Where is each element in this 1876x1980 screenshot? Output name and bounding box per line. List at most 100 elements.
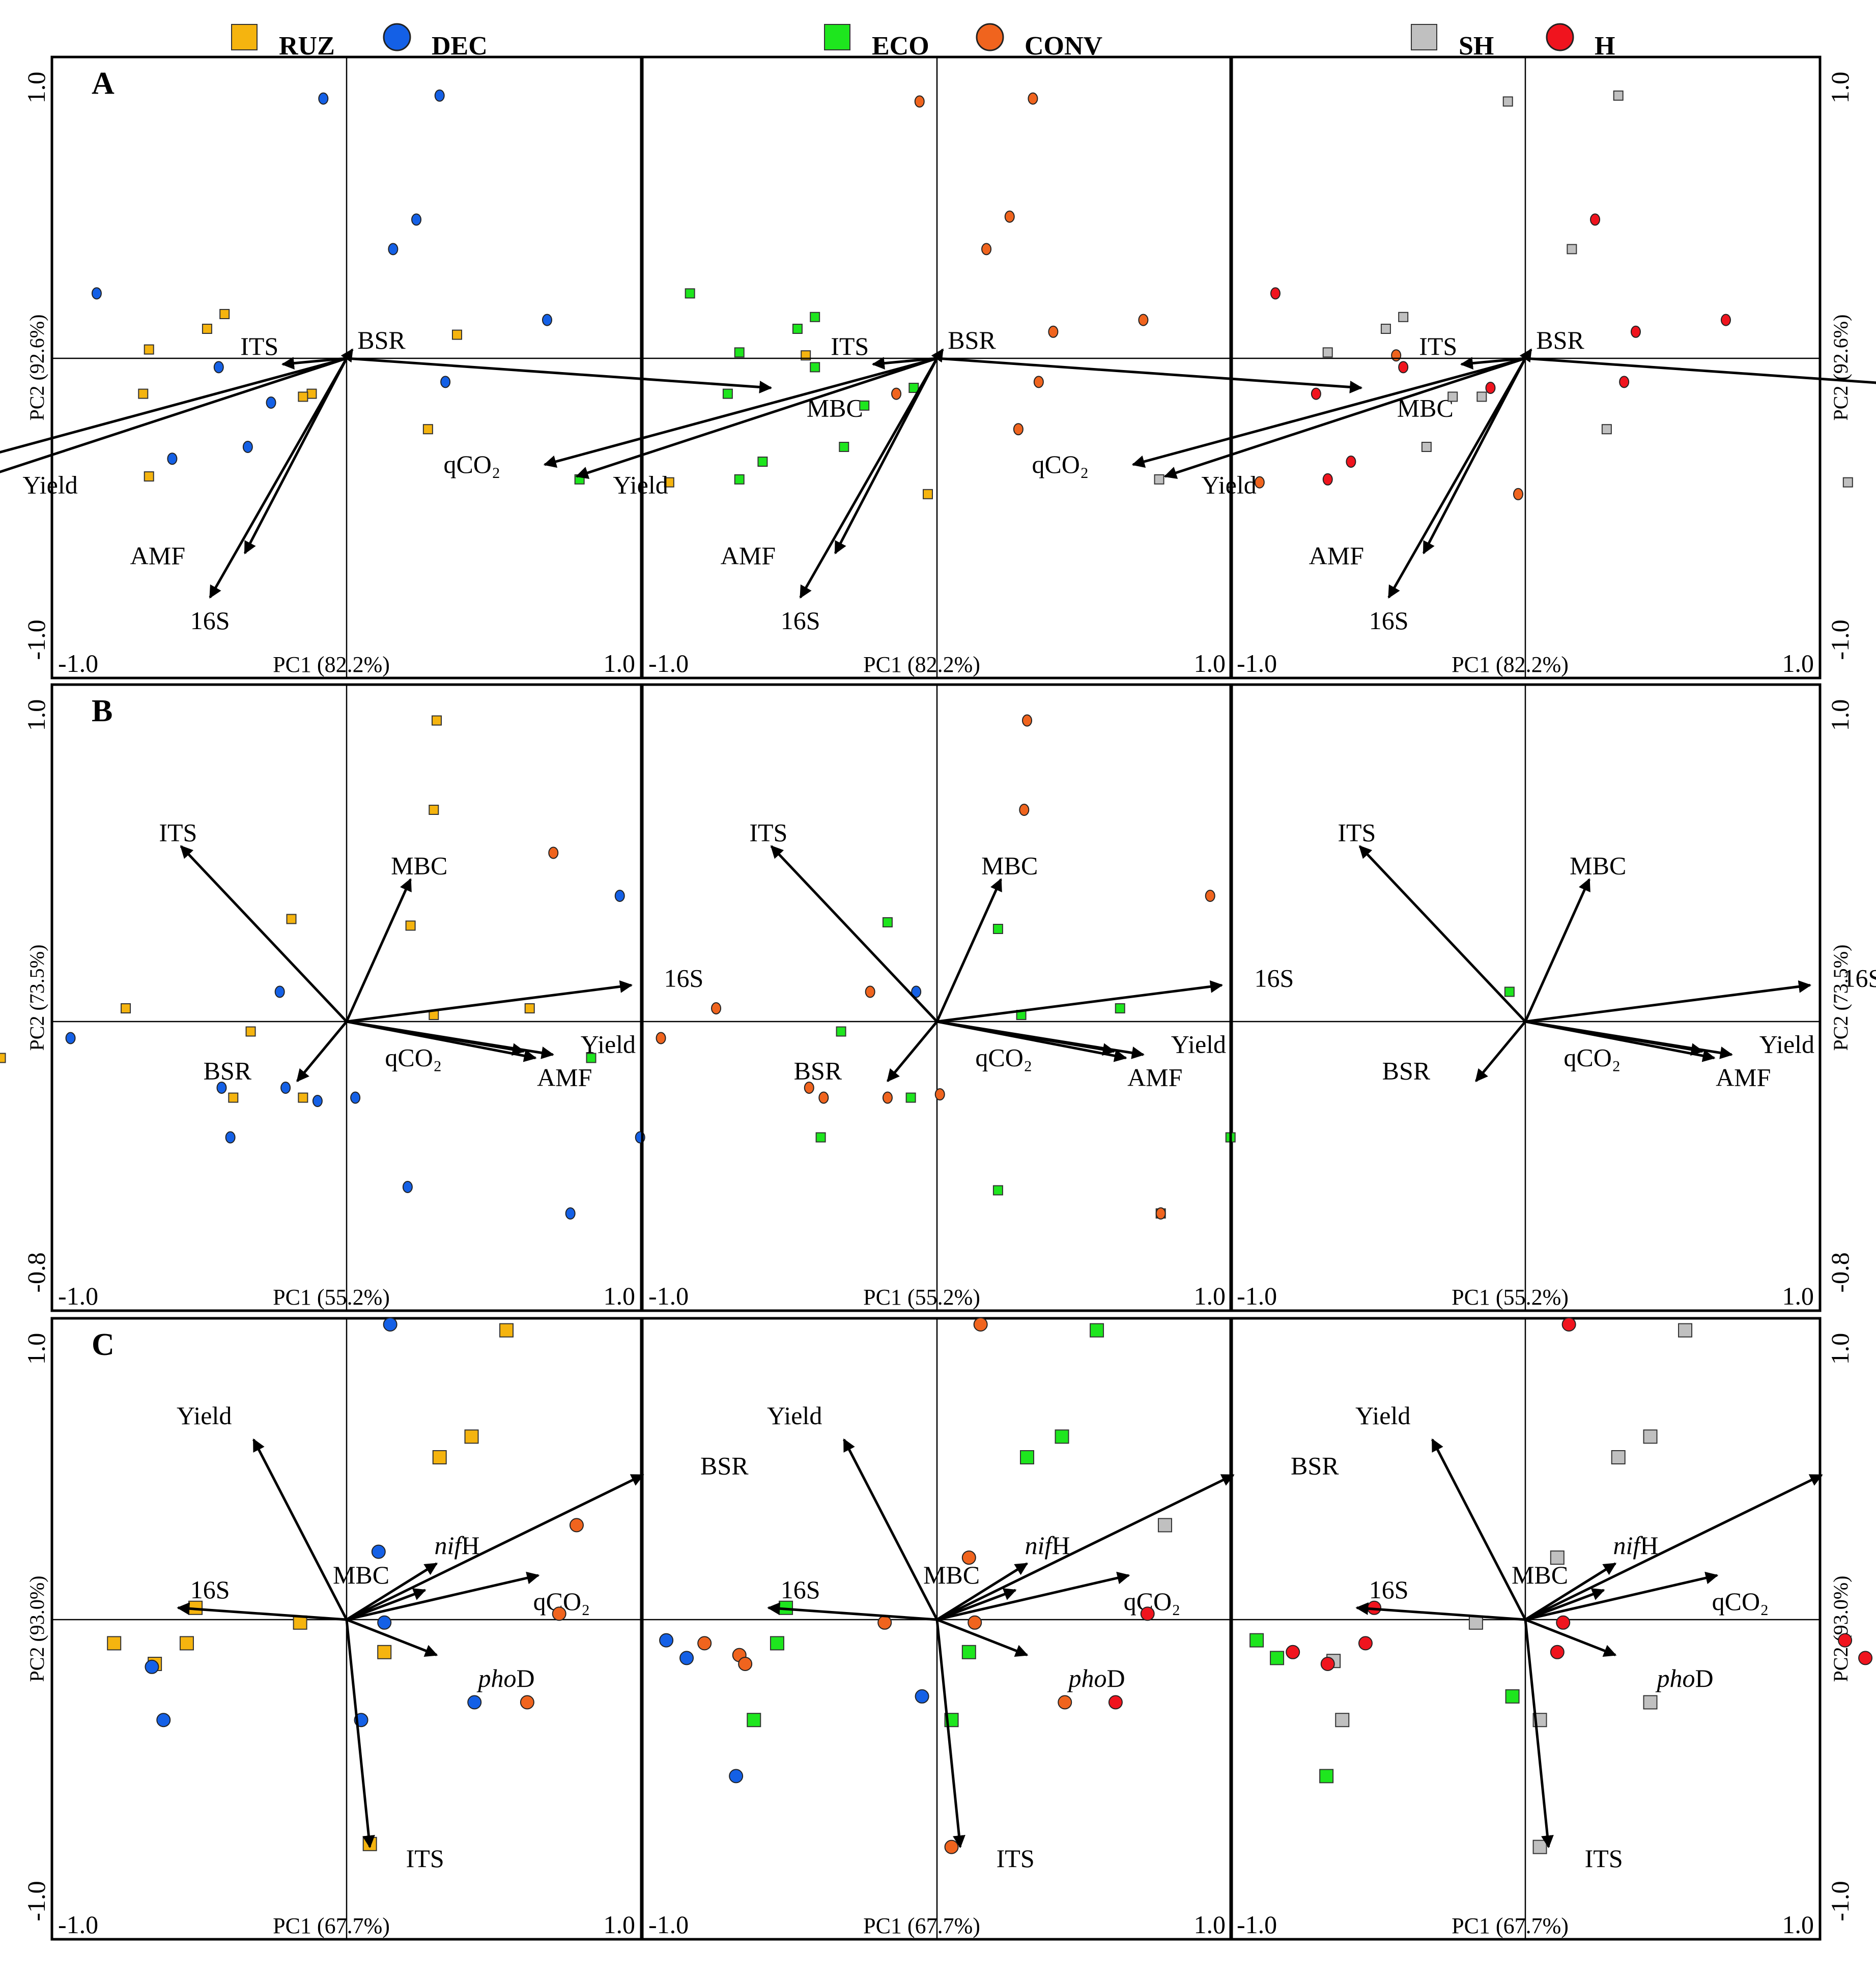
vector-label: AMF [721, 542, 776, 570]
vector-arrow [345, 1619, 375, 1849]
vector-its: ITS [1338, 818, 1526, 1023]
vector-arrow [936, 1571, 1130, 1621]
point-h-2 [1720, 314, 1731, 326]
vector-label: AMF [1127, 1063, 1182, 1092]
point-sh-8 [1421, 442, 1432, 452]
point-sh-1 [1643, 1429, 1658, 1444]
point-conv-3 [552, 1606, 566, 1621]
point-eco-6 [1249, 1633, 1264, 1648]
vector-arrow [1525, 980, 1812, 1023]
point-eco-10 [1505, 1689, 1520, 1704]
vector-yield: Yield [1163, 357, 1526, 499]
vector-amf: AMF [936, 1020, 1182, 1092]
point-eco-4 [810, 362, 820, 373]
point-dec-9 [156, 1713, 171, 1728]
point-h-8 [1485, 382, 1496, 394]
vector-yield: Yield [177, 1401, 348, 1621]
vector-arrow [770, 845, 938, 1023]
vector-arrow [936, 1474, 1235, 1621]
point-eco-1 [992, 924, 1003, 934]
vector-arrow [1358, 845, 1526, 1023]
vector-label: 16S [1369, 606, 1409, 635]
point-sh-0 [1502, 96, 1513, 107]
point-h-0 [1590, 213, 1601, 226]
point-conv-8 [1013, 423, 1024, 436]
vector-arrow [243, 357, 348, 555]
point-ruz-5 [293, 1615, 307, 1630]
vector-label: nifH [1613, 1531, 1659, 1560]
vector-label: MBC [981, 852, 1038, 880]
vector-arrow [0, 357, 347, 473]
point-eco-7 [905, 1092, 916, 1103]
y-axis-label-left: PC2 (92.6%) [25, 315, 48, 421]
point-eco-9 [757, 457, 768, 467]
panel-a-2: -1.0 1.0 PC1 (82.2%) ITS BSR MBC qCO₂ Yield AMF 1… [443, 55, 1523, 680]
point-dec-7 [467, 1695, 482, 1710]
x-axis-label: PC1 (55.2%) [273, 1285, 390, 1310]
point-conv-0 [1022, 714, 1033, 727]
vector-mbc: MBC [936, 357, 1454, 422]
point-dec-0 [614, 890, 625, 902]
vector-its: ITS [935, 1619, 1035, 1873]
point-dec-1 [434, 89, 445, 102]
point-eco-1 [810, 312, 820, 322]
point-ruz-1 [429, 805, 439, 815]
vector-arrow [1519, 348, 1532, 363]
x-axis-label: PC1 (67.7%) [1452, 1913, 1569, 1938]
point-dec-5 [280, 1082, 291, 1094]
vector-label: BSR [357, 326, 406, 354]
point-conv-3 [1205, 890, 1215, 902]
point-h-7 [1311, 387, 1321, 400]
panel-b-2: -1.0 1.0 PC1 (55.2%) ITS MBC 16S Yield AMF qCO₂ B… [548, 683, 1515, 1312]
point-conv-8 [738, 1657, 753, 1671]
point-dec-11 [729, 1769, 744, 1784]
point-conv-11 [944, 1840, 959, 1854]
point-dec-3 [388, 243, 399, 256]
point-conv-10 [1058, 1695, 1072, 1710]
point-eco-2 [1020, 1450, 1035, 1464]
point-eco-7 [1270, 1651, 1285, 1665]
vector-its: ITS [749, 818, 938, 1023]
point-dec-4 [91, 287, 102, 300]
vector-label: nifH [435, 1531, 480, 1560]
point-eco-6 [859, 400, 870, 411]
row-label-c: C [92, 1327, 115, 1362]
y-axis-label-right: PC2 (92.6%) [1829, 315, 1852, 421]
x-tick-min: -1.0 [1237, 649, 1277, 677]
point-dec-7 [312, 1095, 323, 1107]
vector-label: qCO₂ [443, 450, 500, 478]
point-eco-1 [1055, 1429, 1069, 1444]
point-ruz-11 [451, 329, 462, 340]
vector-16s: 16S [1355, 1575, 1526, 1621]
vector-mbc: MBC [1524, 852, 1626, 1023]
point-h-7 [1550, 1645, 1565, 1659]
legend-marker-sh [1411, 24, 1437, 50]
vector-arrow [1524, 1619, 1554, 1849]
y-tick-bottom-left: -1.0 [22, 619, 50, 660]
vector-its: ITS [345, 1619, 444, 1873]
vector-16s: 16S [781, 357, 939, 635]
vector-label: 16S [190, 606, 230, 635]
point-eco-3 [734, 347, 745, 358]
point-conv-1 [569, 1518, 584, 1533]
point-ruz-4 [306, 388, 317, 399]
vector-its: ITS [240, 332, 347, 370]
point-sh-4 [1550, 1550, 1565, 1565]
vector-label: Yield [1171, 1030, 1226, 1059]
point-conv-5 [968, 1615, 982, 1630]
vector-label: ITS [159, 818, 197, 847]
point-dec-11 [565, 1207, 576, 1220]
point-conv-4 [877, 1615, 892, 1630]
x-tick-max: 1.0 [1194, 1910, 1226, 1939]
vector-16s: 16S [1525, 964, 1876, 1023]
vector-arrow [931, 348, 944, 363]
vector-nifh: nifH [1524, 1531, 1659, 1621]
vector-amf: AMF [346, 1020, 592, 1092]
point-eco-8 [747, 1713, 761, 1728]
panel-b-3: -1.0 1.0 PC1 (55.2%) ITS MBC 16S Yield AMF qCO₂ B… [1229, 683, 1876, 1312]
vector-arrow [936, 1562, 1029, 1621]
vector-phod: phoD [1525, 1618, 1714, 1692]
